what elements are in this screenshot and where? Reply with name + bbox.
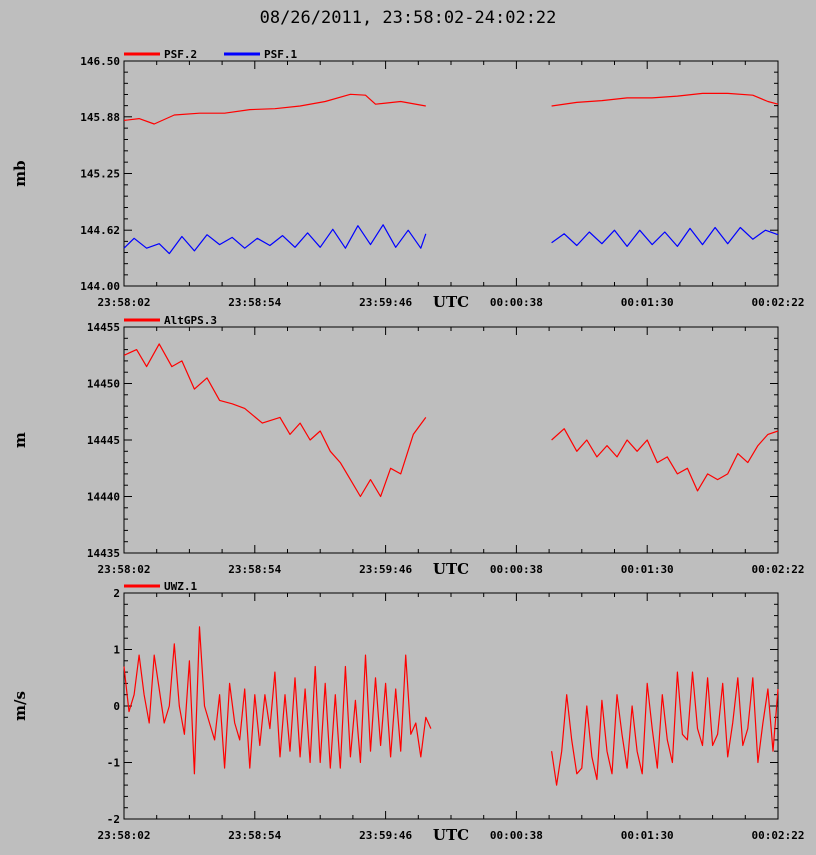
- y-tick-label: 14440: [87, 491, 120, 504]
- plot-panel-2: [123, 318, 779, 554]
- series-line-psf-2-seg2: [551, 92, 779, 107]
- x-tick-label: 00:02:22: [752, 829, 805, 842]
- x-axis-label: UTC: [433, 560, 469, 578]
- y-tick-label: 144.62: [80, 224, 120, 237]
- y-tick-label: 14455: [87, 321, 120, 334]
- x-tick-label: 23:58:54: [228, 296, 281, 309]
- y-tick-label: 145.25: [80, 168, 120, 181]
- y-tick-label: 145.88: [80, 111, 120, 124]
- x-tick-label: 00:01:30: [621, 829, 674, 842]
- x-tick-label: 00:01:30: [621, 563, 674, 576]
- x-tick-label: 00:00:38: [490, 563, 543, 576]
- x-tick-label: 23:58:54: [228, 829, 281, 842]
- x-tick-label: 00:01:30: [621, 296, 674, 309]
- x-axis-label: UTC: [433, 826, 469, 844]
- series-line-psf-1-seg1: [123, 224, 427, 255]
- x-tick-label: 23:59:46: [359, 563, 412, 576]
- series-line-uwz-1-seg1: [123, 626, 432, 775]
- plot-frame: [123, 326, 779, 554]
- legend-label: AltGPS.3: [164, 314, 217, 327]
- plot-panel-3: [123, 584, 779, 820]
- series-line-altgps-3-seg1: [123, 343, 427, 498]
- plot-frame: [123, 60, 779, 287]
- x-tick-label: 00:02:22: [752, 296, 805, 309]
- series-line-uwz-1-seg2: [551, 671, 779, 786]
- legend-label: PSF.1: [264, 48, 297, 61]
- y-axis-label: mb: [11, 160, 29, 186]
- plot-panel-1: [123, 52, 779, 287]
- legend-label: PSF.2: [164, 48, 197, 61]
- y-tick-label: 14450: [87, 378, 120, 391]
- x-tick-label: 00:00:38: [490, 829, 543, 842]
- y-tick-label: 1: [113, 644, 120, 657]
- x-tick-label: 23:58:02: [98, 829, 151, 842]
- y-tick-label: 14435: [87, 547, 120, 560]
- series-line-psf-2-seg1: [123, 93, 426, 125]
- legend-label: UWZ.1: [164, 580, 197, 593]
- page-title: 08/26/2011, 23:58:02-24:02:22: [259, 8, 557, 28]
- y-tick-label: -2: [107, 813, 120, 826]
- y-tick-label: 0: [113, 700, 120, 713]
- series-line-psf-1-seg2: [551, 226, 779, 247]
- x-tick-label: 23:58:02: [98, 296, 151, 309]
- y-tick-label: 146.50: [80, 55, 120, 68]
- x-tick-label: 00:02:22: [752, 563, 805, 576]
- y-tick-label: 144.00: [80, 280, 120, 293]
- y-tick-label: 14445: [87, 434, 120, 447]
- x-tick-label: 23:59:46: [359, 829, 412, 842]
- x-tick-label: 00:00:38: [490, 296, 543, 309]
- series-line-altgps-3-seg2: [551, 428, 779, 492]
- x-tick-label: 23:58:54: [228, 563, 281, 576]
- y-axis-label: m/s: [11, 691, 29, 721]
- x-axis-label: UTC: [433, 293, 469, 311]
- x-tick-label: 23:58:02: [98, 563, 151, 576]
- y-axis-label: m: [11, 432, 29, 448]
- y-tick-label: -1: [107, 757, 121, 770]
- x-tick-label: 23:59:46: [359, 296, 412, 309]
- y-tick-label: 2: [113, 587, 120, 600]
